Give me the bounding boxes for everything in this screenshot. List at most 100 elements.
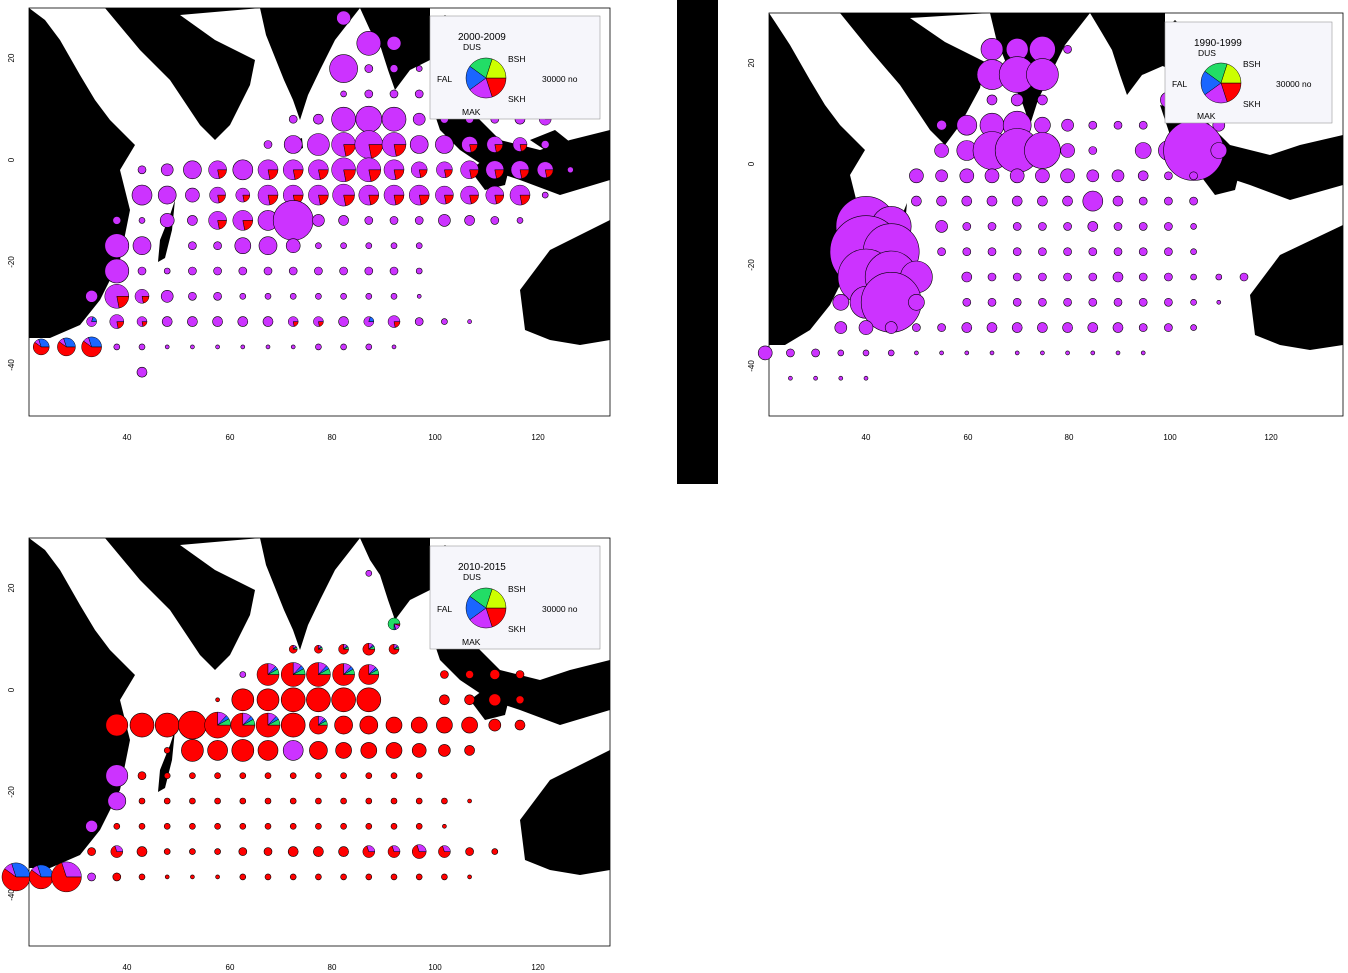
x-tick-label: 40 bbox=[123, 963, 132, 972]
pie-marker bbox=[362, 642, 376, 656]
legend-scale-text: 30000 no bbox=[1276, 79, 1312, 89]
pie-slice-skh bbox=[331, 132, 356, 157]
pie-marker bbox=[410, 161, 428, 179]
pie-slice-bsh bbox=[338, 643, 349, 655]
pie-slice-bsh bbox=[306, 662, 331, 687]
pie-marker bbox=[332, 663, 355, 686]
pie-marker bbox=[105, 713, 129, 737]
pie-marker bbox=[442, 823, 447, 829]
y-axis: 20 0 -20 -40 bbox=[7, 53, 16, 371]
pie-marker bbox=[331, 687, 356, 713]
pie-marker bbox=[911, 195, 922, 207]
pie-marker bbox=[964, 350, 970, 356]
pie-marker bbox=[362, 845, 376, 858]
pie-marker bbox=[238, 266, 248, 276]
pie-marker bbox=[213, 266, 222, 276]
pie-marker bbox=[939, 350, 944, 356]
pie-marker bbox=[232, 210, 254, 231]
pie-slice-skh bbox=[308, 159, 329, 181]
pie-marker bbox=[1012, 222, 1022, 231]
pie-marker bbox=[935, 220, 948, 233]
legend-label-bsh: BSH bbox=[508, 584, 525, 594]
legend-pie bbox=[1200, 62, 1242, 104]
pie-marker bbox=[365, 343, 373, 351]
pie-marker bbox=[410, 716, 428, 734]
pie-slice-bsh bbox=[81, 340, 102, 358]
pie-marker bbox=[214, 822, 221, 830]
x-tick-label: 100 bbox=[428, 963, 442, 972]
pie-marker bbox=[136, 366, 148, 378]
pie-marker bbox=[109, 314, 125, 329]
y-tick-label: 0 bbox=[747, 161, 756, 166]
legend-scale-text: 30000 no bbox=[542, 604, 578, 614]
pie-slice-skh bbox=[512, 137, 528, 152]
pie-marker bbox=[136, 316, 148, 327]
pie-marker bbox=[1012, 272, 1022, 282]
legend-label-dus: DUS bbox=[1198, 48, 1216, 58]
pie-marker bbox=[1138, 297, 1148, 307]
pie-marker bbox=[263, 847, 273, 856]
pie-marker bbox=[188, 241, 197, 250]
pie-marker bbox=[307, 133, 330, 156]
pie-marker bbox=[1024, 132, 1061, 169]
pie-marker bbox=[438, 744, 451, 757]
map-svg: 40 60 80 100 120 20 0 -20 -40 1990-1999 … bbox=[747, 12, 1344, 442]
pie-marker bbox=[1138, 247, 1148, 256]
pie-marker bbox=[1111, 169, 1125, 183]
pie-marker bbox=[163, 772, 171, 779]
pie-marker bbox=[209, 186, 226, 204]
pie-slice-skh bbox=[109, 314, 125, 329]
pie-marker bbox=[1113, 120, 1123, 130]
pie-slice-skh bbox=[442, 845, 451, 852]
pie-marker bbox=[365, 822, 373, 830]
pie-slice-skh bbox=[287, 316, 299, 327]
pie-slice-skh bbox=[208, 211, 227, 230]
pie-marker bbox=[282, 740, 304, 761]
pie-slice-bsh bbox=[309, 715, 328, 735]
legend-label-skh: SKH bbox=[508, 624, 525, 634]
pie-marker bbox=[510, 160, 530, 180]
pie-slice-skh bbox=[257, 184, 279, 206]
pie-slice-fal bbox=[267, 718, 281, 726]
pie-marker bbox=[338, 643, 349, 655]
pie-marker bbox=[1216, 299, 1222, 305]
pie-marker bbox=[1038, 297, 1047, 307]
pie-slice-bsh bbox=[51, 862, 82, 893]
pie-marker bbox=[414, 216, 424, 225]
pie-marker bbox=[1164, 247, 1173, 256]
pie-marker bbox=[138, 217, 146, 224]
pie-marker bbox=[1164, 171, 1173, 181]
pie-marker bbox=[1038, 222, 1047, 231]
pie-slice-skh bbox=[257, 159, 279, 181]
pie-marker bbox=[488, 693, 502, 707]
pie-marker bbox=[1060, 168, 1075, 184]
pie-marker bbox=[383, 159, 405, 181]
pie-marker bbox=[415, 772, 423, 779]
pie-marker bbox=[1088, 272, 1098, 282]
pie-marker bbox=[313, 316, 324, 327]
y-tick-label: -40 bbox=[747, 360, 756, 372]
pie-marker bbox=[340, 90, 347, 98]
pie-marker bbox=[356, 687, 382, 713]
pie-marker bbox=[390, 873, 398, 881]
pie-slice-skh bbox=[332, 183, 355, 207]
pie-marker bbox=[1088, 297, 1098, 307]
pie-marker bbox=[107, 791, 127, 811]
pie-marker bbox=[1082, 190, 1104, 212]
pie-marker bbox=[289, 822, 297, 830]
legend-label-dus: DUS bbox=[463, 572, 481, 582]
pie-slice-bsh bbox=[255, 712, 281, 738]
pie-slice-bsh bbox=[32, 341, 50, 356]
pie-marker bbox=[936, 119, 947, 131]
pie-marker bbox=[87, 847, 96, 856]
pie-marker bbox=[390, 292, 398, 300]
pie-marker bbox=[315, 242, 322, 249]
pie-marker bbox=[962, 247, 972, 256]
pie-slice-bsh bbox=[57, 341, 76, 357]
pie-marker bbox=[962, 297, 972, 307]
pie-marker bbox=[515, 695, 525, 705]
pie-marker bbox=[160, 163, 174, 177]
x-tick-label: 80 bbox=[1065, 433, 1074, 442]
pie-slice-skh bbox=[460, 160, 479, 180]
pie-slice-skh bbox=[485, 160, 505, 180]
